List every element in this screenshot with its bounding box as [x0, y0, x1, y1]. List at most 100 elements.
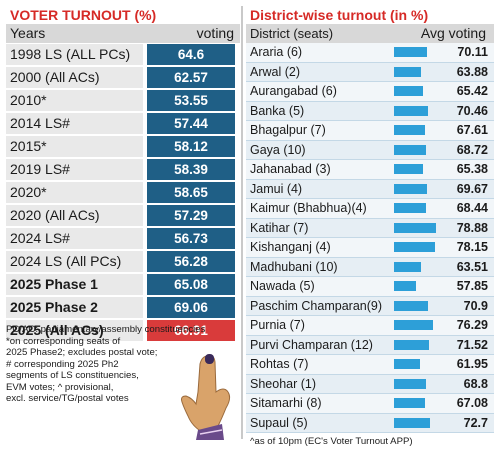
turnout-row: 2015* 58.12: [6, 135, 240, 158]
district-bar-track: [394, 262, 436, 272]
district-bar-track: [394, 184, 436, 194]
district-name: Rohtas (7): [246, 357, 394, 371]
turnout-row: 2025 Phase 1 65.08: [6, 273, 240, 296]
voting-column-header: voting: [150, 24, 240, 43]
district-row: Kishanganj (4) 78.15: [246, 238, 494, 258]
district-name: Kaimur (Bhabhua)(4): [246, 201, 394, 215]
district-row: Aurangabad (6) 65.42: [246, 82, 494, 102]
district-column-header: District (seats): [246, 24, 400, 43]
turnout-row: 2020 (All ACs) 57.29: [6, 204, 240, 227]
district-turnout-value: 69.67: [436, 182, 494, 196]
district-turnout-bar: [394, 320, 433, 330]
district-turnout-value: 68.72: [436, 143, 494, 157]
district-turnout-value: 68.44: [436, 201, 494, 215]
district-turnout-bar: [394, 67, 421, 77]
turnout-year-label: 2000 (All ACs): [6, 67, 143, 88]
district-row: Sitamarhi (8) 67.08: [246, 394, 494, 414]
district-bar-track: [394, 320, 436, 330]
district-name: Araria (6): [246, 45, 394, 59]
turnout-year-label: 2019 LS#: [6, 159, 143, 180]
district-turnout-title: District-wise turnout (in %): [246, 6, 494, 24]
district-name: Paschim Champaran(9): [246, 299, 394, 313]
district-name: Banka (5): [246, 104, 394, 118]
district-turnout-bar: [394, 145, 426, 155]
turnout-row: 2010* 53.55: [6, 89, 240, 112]
district-bar-track: [394, 379, 436, 389]
district-rows: Araria (6) 70.11 Arwal (2) 63.88 Aurangabad …: [246, 43, 494, 433]
turnout-row: 2019 LS# 58.39: [6, 158, 240, 181]
district-turnout-value: 72.7: [436, 416, 494, 430]
turnout-value: 58.12: [147, 136, 235, 157]
district-name: Supaul (5): [246, 416, 394, 430]
district-turnout-value: 68.8: [436, 377, 494, 391]
district-turnout-bar: [394, 398, 425, 408]
district-row: Sheohar (1) 68.8: [246, 375, 494, 395]
turnout-note-line: PC/AC: parliamentary/assembly constituen…: [6, 324, 238, 336]
district-bar-track: [394, 145, 436, 155]
district-turnout-value: 65.42: [436, 84, 494, 98]
district-bar-track: [394, 281, 436, 291]
turnout-value: 58.65: [147, 182, 235, 203]
district-turnout-value: 76.29: [436, 318, 494, 332]
district-bar-track: [394, 242, 436, 252]
district-name: Purvi Champaran (12): [246, 338, 394, 352]
district-row: Jamui (4) 69.67: [246, 180, 494, 200]
turnout-note-line: *on corresponding seats of: [6, 336, 238, 348]
district-turnout-value: 63.88: [436, 65, 494, 79]
district-turnout-bar: [394, 184, 427, 194]
district-turnout-bar: [394, 164, 423, 174]
district-turnout-bar: [394, 86, 423, 96]
turnout-table-header: Years voting: [6, 24, 240, 43]
district-turnout-panel: District-wise turnout (in %) District (s…: [246, 6, 494, 439]
turnout-value: 62.57: [147, 67, 235, 88]
district-table-header: District (seats) Avg voting: [246, 24, 494, 43]
district-turnout-value: 71.52: [436, 338, 494, 352]
district-name: Kishanganj (4): [246, 240, 394, 254]
district-row: Araria (6) 70.11: [246, 43, 494, 63]
turnout-row: 1998 LS (ALL PCs) 64.6: [6, 43, 240, 66]
district-bar-track: [394, 223, 436, 233]
district-name: Katihar (7): [246, 221, 394, 235]
district-name: Sheohar (1): [246, 377, 394, 391]
turnout-year-label: 2015*: [6, 136, 143, 157]
district-bar-track: [394, 203, 436, 213]
district-name: Gaya (10): [246, 143, 394, 157]
district-turnout-bar: [394, 301, 428, 311]
turnout-value: 57.44: [147, 113, 235, 134]
district-bar-track: [394, 398, 436, 408]
district-footnote: ^as of 10pm (EC's Voter Turnout APP): [246, 436, 494, 447]
turnout-year-label: 2025 Phase 2: [6, 297, 143, 318]
district-name: Jahanabad (3): [246, 162, 394, 176]
turnout-row: 2020* 58.65: [6, 181, 240, 204]
district-row: Supaul (5) 72.7: [246, 414, 494, 434]
district-bar-track: [394, 125, 436, 135]
district-turnout-bar: [394, 47, 427, 57]
inked-finger-hand-icon: [178, 352, 234, 440]
turnout-value: 56.28: [147, 251, 235, 272]
district-name: Madhubani (10): [246, 260, 394, 274]
district-row: Arwal (2) 63.88: [246, 63, 494, 83]
district-turnout-bar: [394, 125, 425, 135]
district-turnout-value: 78.88: [436, 221, 494, 235]
district-row: Nawada (5) 57.85: [246, 277, 494, 297]
district-name: Jamui (4): [246, 182, 394, 196]
panel-divider: [241, 6, 243, 439]
turnout-row: 2025 Phase 2 69.06: [6, 296, 240, 319]
district-row: Paschim Champaran(9) 70.9: [246, 297, 494, 317]
turnout-year-label: 2010*: [6, 90, 143, 111]
district-turnout-value: 70.9: [436, 299, 494, 313]
district-row: Madhubani (10) 63.51: [246, 258, 494, 278]
district-turnout-bar: [394, 262, 421, 272]
district-turnout-bar: [394, 281, 416, 291]
district-turnout-value: 67.08: [436, 396, 494, 410]
district-turnout-value: 78.15: [436, 240, 494, 254]
district-row: Banka (5) 70.46: [246, 102, 494, 122]
district-name: Nawada (5): [246, 279, 394, 293]
district-row: Rohtas (7) 61.95: [246, 355, 494, 375]
voter-turnout-title: VOTER TURNOUT (%): [6, 6, 240, 24]
district-turnout-value: 61.95: [436, 357, 494, 371]
avg-voting-column-header: Avg voting: [400, 24, 494, 43]
district-turnout-bar: [394, 203, 426, 213]
district-bar-track: [394, 418, 436, 428]
turnout-year-label: 2025 Phase 1: [6, 274, 143, 295]
